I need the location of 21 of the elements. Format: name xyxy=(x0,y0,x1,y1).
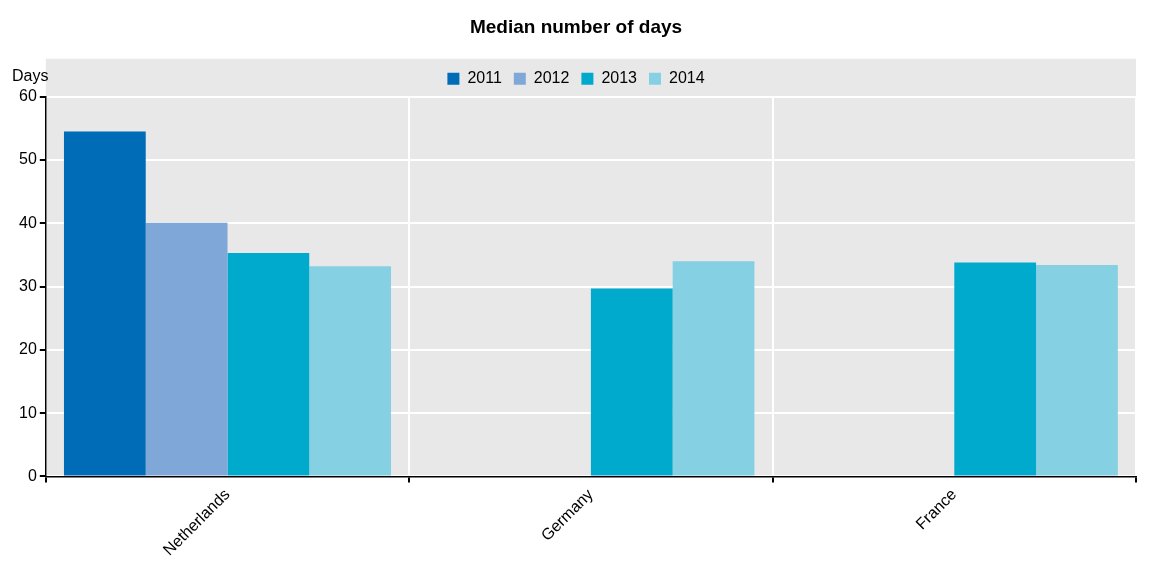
legend-label: 2013 xyxy=(601,69,638,87)
legend-label: 2014 xyxy=(669,69,705,87)
y-tick-label: 60 xyxy=(19,87,37,105)
y-tick-label: 20 xyxy=(19,340,37,358)
bar xyxy=(672,261,755,476)
y-tick-label: 10 xyxy=(19,403,37,421)
legend-label: 2012 xyxy=(533,69,570,87)
chart-title: Median number of days xyxy=(469,15,683,37)
y-axis-title: Days xyxy=(12,67,49,85)
y-tick-label: 50 xyxy=(19,150,37,168)
y-tick-label: 30 xyxy=(19,277,37,295)
bar xyxy=(63,131,146,476)
y-tick-label: 40 xyxy=(19,213,37,231)
bar xyxy=(309,266,392,476)
bar xyxy=(227,253,310,476)
legend-label: 2011 xyxy=(467,69,502,87)
bar xyxy=(954,262,1037,476)
bar xyxy=(145,222,228,476)
bar xyxy=(1036,265,1118,476)
y-tick-label: 0 xyxy=(27,466,37,484)
bar xyxy=(590,288,673,476)
